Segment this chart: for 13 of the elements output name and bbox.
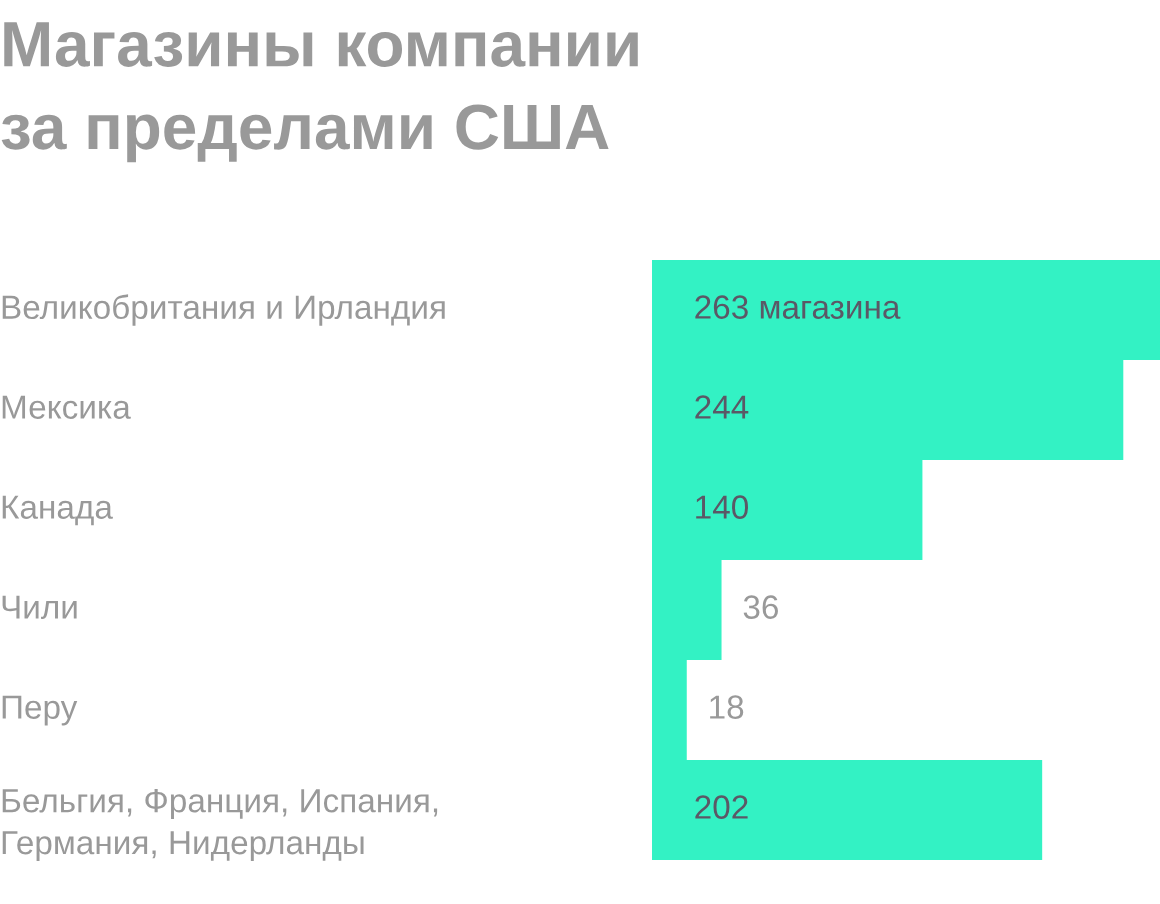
data-label: 140 [696, 495, 748, 519]
y-tick-label: Бельгия, Франция, Испания, Германия, Нидерланды [2, 789, 438, 862]
chart-title: Магазины компании за пределами США [1, 22, 638, 163]
y-tick-label: Чили [2, 595, 77, 619]
data-label: 36 [743, 595, 778, 619]
data-label: 263 магазина [695, 295, 901, 319]
y-tick-label: Перу [2, 695, 78, 726]
y-tick-label: Мексика [2, 395, 131, 419]
y-tick-label: Канада [2, 495, 113, 526]
data-label: 202 [695, 795, 748, 819]
y-tick-label: Великобритания и Ирландия [2, 294, 445, 326]
data-label: 244 [695, 395, 749, 419]
data-label: 18 [710, 695, 744, 719]
